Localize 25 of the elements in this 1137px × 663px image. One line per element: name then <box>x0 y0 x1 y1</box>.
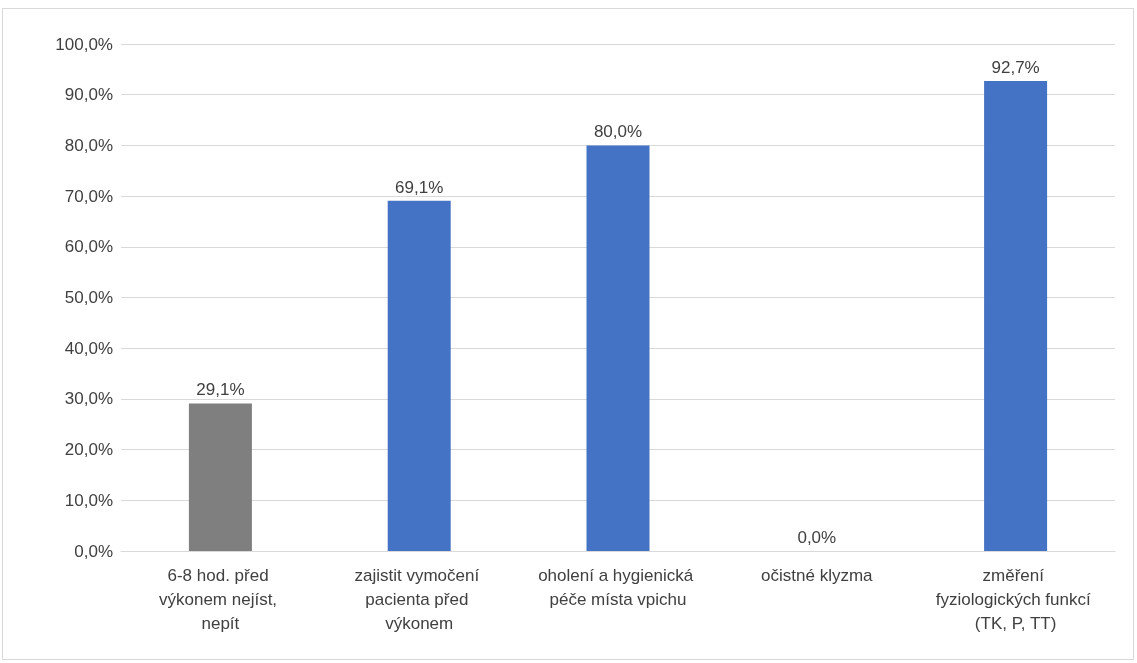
bar <box>984 81 1048 551</box>
x-tick-label: změření fyziologických funkcí (TK, P, TT) <box>935 565 1096 633</box>
y-tick-label: 50,0% <box>64 288 113 307</box>
data-label: 29,1% <box>196 380 245 400</box>
y-tick-label: 30,0% <box>64 389 113 409</box>
bar <box>586 145 650 551</box>
data-label: 0,0% <box>797 528 837 547</box>
x-tick-label: očistné klyzma <box>761 565 874 585</box>
y-tick-label: 20,0% <box>64 440 113 460</box>
data-label: 69,1% <box>395 177 444 197</box>
bar <box>387 200 451 551</box>
x-tick-label: oholení a hygienická péče místa vpichu <box>538 565 698 609</box>
y-tick-label: 10,0% <box>64 490 113 510</box>
y-tick-label: 90,0% <box>64 85 113 105</box>
y-tick-label: 0,0% <box>74 541 113 561</box>
x-tick-label: 6-8 hod. před výkonem nejíst, nepít <box>158 565 282 633</box>
y-tick-label: 100,0% <box>55 34 113 54</box>
data-label: 92,7% <box>991 58 1040 78</box>
data-label: 80,0% <box>593 122 643 142</box>
y-tick-label: 70,0% <box>64 186 113 206</box>
y-tick-label: 60,0% <box>64 237 113 257</box>
bar <box>188 403 252 551</box>
y-tick-label: 80,0% <box>64 135 113 155</box>
x-tick-label: zajistit vymočení pacienta před výkonem <box>354 565 484 633</box>
y-tick-label: 40,0% <box>64 338 113 358</box>
